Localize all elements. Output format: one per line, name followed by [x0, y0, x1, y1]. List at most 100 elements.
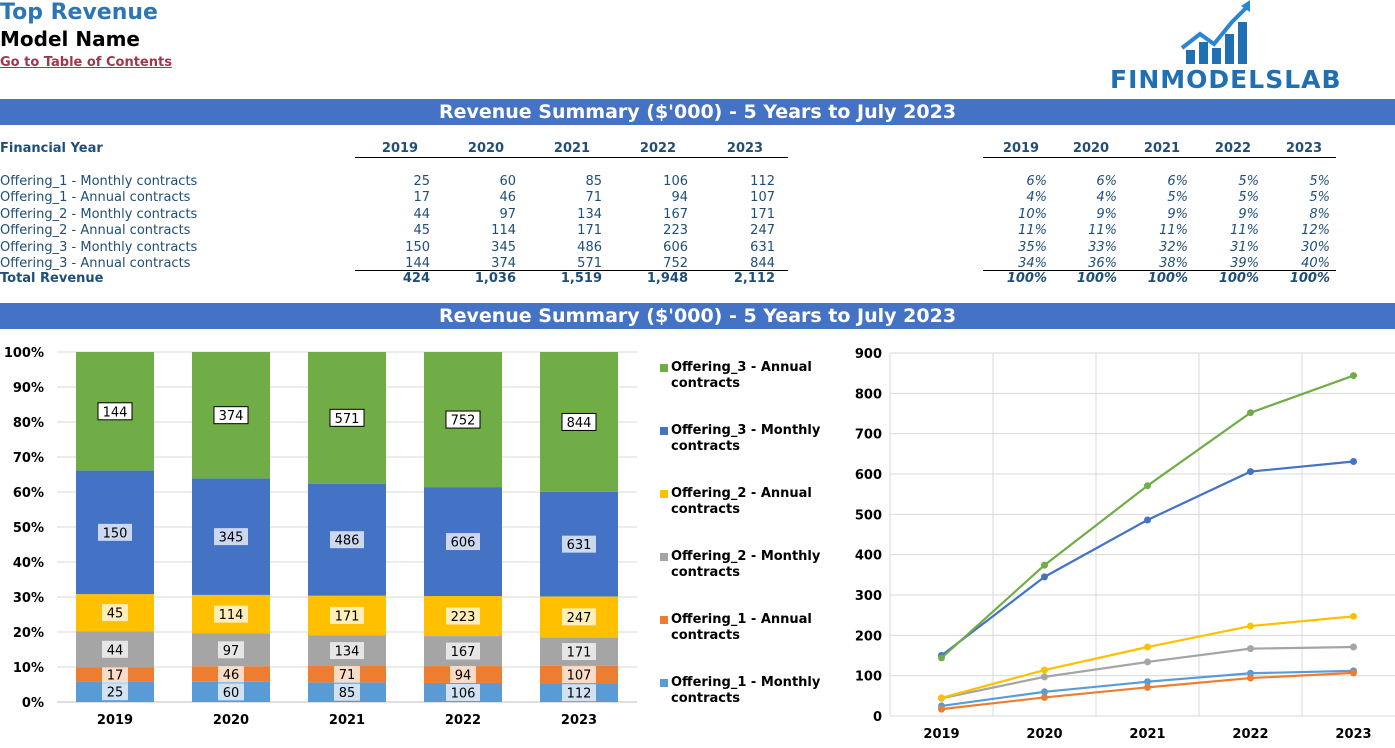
table-cell-pct: 35% — [1018, 239, 1047, 255]
table-header-year: 2022 — [639, 141, 677, 156]
table-cell-value: 106 — [663, 174, 688, 189]
table-row-label: Offering_2 - Monthly contracts — [0, 206, 198, 222]
data-point — [1350, 669, 1357, 677]
data-label-box — [218, 641, 244, 659]
table-cell-value: 150 — [405, 239, 430, 255]
logo-text: FINMODELSLAB — [1110, 65, 1342, 94]
data-point — [1247, 622, 1254, 630]
legend-label: Offering_1 - Annual contracts — [671, 612, 812, 643]
table-cell-value: 752 — [663, 256, 688, 271]
data-point — [1041, 666, 1048, 674]
table-header-year: 2021 — [553, 141, 591, 156]
data-point — [938, 705, 945, 713]
legend-swatch — [660, 553, 668, 561]
data-label-box — [446, 607, 480, 625]
data-point — [1350, 457, 1357, 465]
table-cell-pct: 9% — [1096, 206, 1117, 222]
data-label: 60 — [223, 686, 240, 701]
data-label: 150 — [103, 526, 128, 541]
table-cell-pct: 30% — [1301, 239, 1330, 255]
table-row-label: Offering_2 - Annual contracts — [0, 223, 191, 239]
data-label-box — [561, 412, 597, 431]
y-tick-label: 0% — [22, 696, 44, 711]
data-label: 46 — [223, 668, 240, 683]
data-label: 25 — [107, 686, 124, 701]
data-point — [1247, 669, 1254, 677]
y-tick-label: 100 — [855, 670, 882, 685]
data-label-box — [330, 642, 364, 660]
data-point — [1350, 372, 1357, 380]
stacked-bar-chart: 0% 10% 20% 30% 40% 50% 60% 70% 80% 90% 100% 25 17 44 4… — [4, 346, 637, 728]
table-cell-pct: 11% — [1088, 223, 1117, 239]
table-cell-pct: 6% — [1096, 174, 1117, 189]
table-header-year: 2019 — [381, 141, 419, 156]
table-header-year-pct: 2021 — [1143, 141, 1181, 156]
data-label-box — [213, 406, 249, 425]
legend-swatch — [660, 490, 668, 498]
table-cell-value: 631 — [750, 239, 775, 255]
line-chart: 0 100 200 300 400 500 600 700 800 900 2019 2020 2021… — [855, 347, 1395, 742]
legend-label: Offering_3 - Annual contracts — [671, 360, 812, 391]
data-label-box — [214, 605, 248, 623]
table-cell-pct: 9% — [1167, 206, 1188, 222]
data-label-box — [562, 643, 596, 661]
data-point — [938, 654, 945, 662]
y-tick-label: 200 — [855, 629, 882, 644]
table-cell-value: 97 — [499, 206, 516, 222]
legend-swatch — [660, 679, 668, 687]
x-tick-label: 2022 — [445, 713, 481, 728]
data-point — [1041, 688, 1048, 696]
data-label-box — [214, 528, 248, 546]
y-tick-label: 900 — [855, 347, 882, 362]
data-label: 247 — [567, 611, 592, 626]
data-label: 167 — [451, 645, 476, 660]
table-cell-pct: 6% — [1026, 174, 1047, 189]
table-row-label: Offering_3 - Annual contracts — [0, 256, 191, 271]
table-cell-pct: 5% — [1238, 190, 1259, 206]
logo-arrow-icon — [1241, 0, 1250, 12]
logo-bar — [1186, 50, 1195, 64]
table-cell-value: 112 — [750, 174, 775, 189]
data-label-box — [446, 683, 480, 701]
table-cell-pct: 11% — [1018, 223, 1047, 239]
data-label: 44 — [107, 643, 124, 658]
table-cell-pct: 10% — [1018, 206, 1047, 222]
data-label: 571 — [335, 412, 360, 427]
data-point — [1144, 678, 1151, 686]
data-label-box — [334, 665, 360, 683]
data-label-box — [102, 640, 128, 658]
table-cell-value: 85 — [585, 174, 602, 189]
legend-label: Offering_3 - Monthly contracts — [671, 423, 821, 454]
table-header-year-pct: 2023 — [1285, 141, 1323, 156]
table-cell-pct: 6% — [1167, 174, 1188, 189]
data-point — [1247, 674, 1254, 682]
x-tick-label: 2020 — [1026, 727, 1062, 742]
table-cell-pct: 4% — [1096, 190, 1117, 206]
y-tick-label: 100% — [4, 346, 44, 361]
logo-bar — [1225, 34, 1234, 64]
data-point — [1247, 409, 1254, 417]
total-cell-value: 424 — [402, 271, 430, 286]
x-tick-label: 2023 — [561, 713, 597, 728]
legend-item: Offering_1 - Monthly contracts — [660, 675, 835, 707]
data-label: 85 — [339, 686, 356, 701]
x-tick-label: 2022 — [1232, 727, 1268, 742]
data-label: 844 — [567, 416, 592, 431]
table-cell-pct: 31% — [1230, 239, 1259, 255]
data-label: 114 — [219, 608, 244, 623]
data-label-box — [562, 535, 596, 553]
summary-banner: Revenue Summary ($'000) - 5 Years to Jul… — [0, 99, 1395, 125]
y-tick-label: 400 — [855, 549, 882, 564]
y-tick-label: 600 — [855, 468, 882, 483]
logo-bar — [1199, 42, 1208, 64]
table-cell-pct: 12% — [1301, 223, 1330, 239]
table-header-year-pct: 2019 — [1002, 141, 1040, 156]
x-tick-label: 2019 — [923, 727, 959, 742]
chart-banner: Revenue Summary ($'000) - 5 Years to Jul… — [0, 303, 1395, 329]
data-label: 144 — [103, 405, 128, 420]
table-header-year: 2023 — [726, 141, 764, 156]
y-tick-label: 500 — [855, 508, 882, 523]
y-tick-label: 70% — [13, 451, 44, 466]
data-point — [938, 694, 945, 702]
toc-link[interactable]: Go to Table of Contents — [0, 55, 172, 70]
